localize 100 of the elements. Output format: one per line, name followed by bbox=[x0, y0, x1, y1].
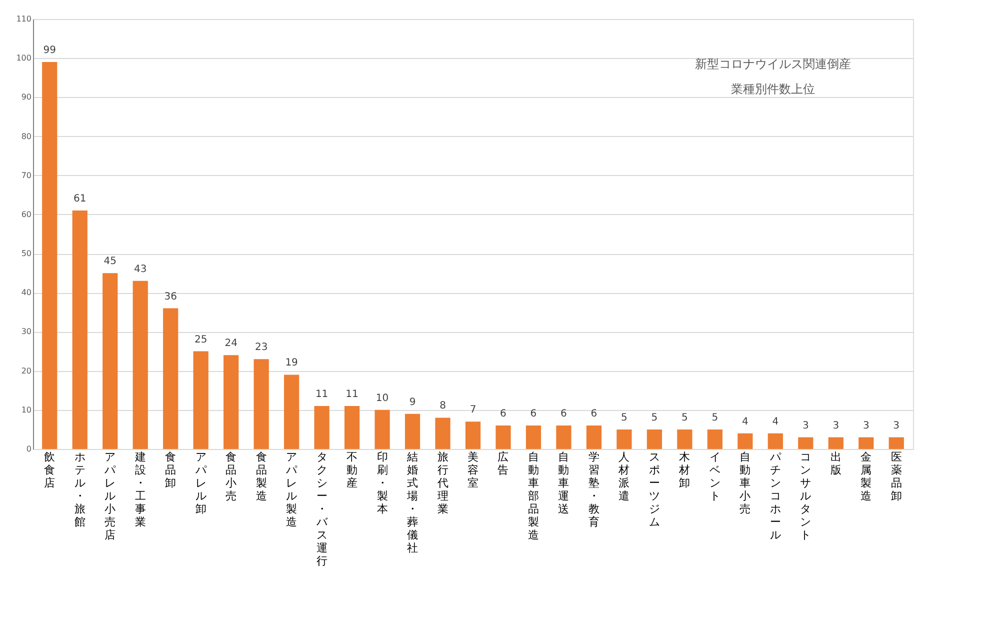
x-tick-label: 印刷・製本 bbox=[376, 450, 388, 516]
category-label: タクシー・バス運行 bbox=[316, 450, 328, 568]
data-label: 10 bbox=[376, 392, 389, 404]
bar bbox=[646, 429, 662, 449]
text: 新型コロナウイルス関連倒産 bbox=[695, 57, 851, 71]
data-label: 5 bbox=[712, 412, 718, 424]
y-tick-label: 0 bbox=[26, 444, 32, 454]
text: 業種別件数上位 bbox=[731, 82, 815, 96]
bar bbox=[435, 418, 450, 449]
bar bbox=[616, 429, 632, 449]
bar bbox=[404, 414, 420, 449]
data-label: 24 bbox=[224, 338, 238, 350]
data-label: 8 bbox=[440, 400, 446, 412]
bar bbox=[374, 410, 390, 449]
x-tick-label: 結婚式場・葬儀社 bbox=[406, 450, 418, 554]
data-label: 45 bbox=[104, 256, 116, 268]
bar bbox=[677, 429, 692, 449]
x-tick-label: 広告 bbox=[498, 450, 509, 476]
data-label: 5 bbox=[651, 412, 658, 424]
x-tick-label: スポーツジム bbox=[648, 450, 660, 528]
y-tick-label: 20 bbox=[21, 366, 32, 376]
x-tick-label: パチンコホール bbox=[768, 450, 782, 542]
x-tick-label: コンサルタント bbox=[800, 450, 812, 542]
x-tick-label: 食品卸 bbox=[165, 450, 176, 490]
x-tick-label: 飲食店 bbox=[44, 450, 56, 490]
y-tick-label: 50 bbox=[21, 249, 32, 258]
data-label: 9 bbox=[409, 396, 416, 408]
x-tick-label: 自動車運送 bbox=[558, 450, 570, 516]
bar bbox=[163, 308, 178, 449]
bar bbox=[798, 437, 814, 449]
data-label: 61 bbox=[74, 194, 86, 205]
x-tick-label: ホテル・旅館 bbox=[74, 450, 86, 528]
bar bbox=[465, 422, 481, 449]
x-tick-label: 建設・工事業 bbox=[134, 450, 146, 528]
y-tick-label: 100 bbox=[16, 54, 32, 63]
x-tick-label: 食品製造 bbox=[256, 450, 267, 502]
bar bbox=[132, 280, 148, 449]
x-tick-label: 人材派遣 bbox=[618, 450, 630, 502]
bar bbox=[102, 273, 118, 449]
y-tick-label: 110 bbox=[16, 14, 32, 24]
y-tick-label: 30 bbox=[21, 327, 32, 336]
bar bbox=[768, 433, 783, 449]
x-tick-label: 金属製造 bbox=[860, 450, 872, 502]
bar bbox=[314, 406, 330, 449]
data-label: 6 bbox=[560, 408, 567, 420]
data-label: 4 bbox=[772, 416, 779, 428]
y-tick-label: 10 bbox=[21, 405, 32, 414]
bar bbox=[224, 355, 239, 449]
x-tick-label: 木材卸 bbox=[678, 450, 690, 490]
x-tick-label: 学習塾・教育 bbox=[588, 450, 600, 528]
data-label: 6 bbox=[500, 408, 506, 420]
bar bbox=[284, 374, 300, 449]
x-tick-label: 出版 bbox=[830, 450, 842, 476]
x-tick-label: 自動車部品製造 bbox=[528, 450, 539, 542]
x-tick-label: アパレル製造 bbox=[285, 450, 298, 528]
data-label: 19 bbox=[285, 358, 298, 369]
data-label: 23 bbox=[254, 342, 268, 354]
bar bbox=[42, 62, 58, 449]
data-label: 3 bbox=[832, 420, 840, 432]
bar bbox=[888, 437, 904, 449]
bar bbox=[254, 359, 269, 449]
y-tick-label: 80 bbox=[21, 132, 32, 141]
x-tick-label: 食品小売 bbox=[226, 450, 237, 502]
data-label: 3 bbox=[862, 420, 870, 432]
x-tick-label: 不動産 bbox=[346, 450, 358, 490]
data-label: 6 bbox=[530, 408, 537, 420]
data-label: 5 bbox=[681, 412, 688, 424]
x-tick-label: 医薬品卸 bbox=[890, 450, 902, 502]
x-tick-label: 自動車小売 bbox=[740, 450, 751, 516]
x-tick-label: アパレル卸 bbox=[194, 450, 208, 516]
bar bbox=[738, 433, 753, 449]
y-tick-label: 90 bbox=[21, 92, 32, 102]
data-label: 7 bbox=[470, 404, 476, 416]
x-tick-label: 旅行代理業 bbox=[436, 450, 448, 516]
bar bbox=[496, 426, 511, 449]
x-tick-label: イベント bbox=[709, 450, 720, 502]
bar bbox=[526, 426, 542, 449]
bar bbox=[193, 351, 208, 449]
y-tick-label: 40 bbox=[21, 288, 32, 298]
data-label: 4 bbox=[742, 416, 748, 428]
bar bbox=[72, 210, 88, 449]
bar bbox=[707, 429, 722, 449]
bar bbox=[858, 437, 874, 449]
data-label: 5 bbox=[621, 412, 628, 424]
data-label: 99 bbox=[43, 45, 56, 56]
data-label: 11 bbox=[315, 389, 328, 400]
y-tick-label: 60 bbox=[21, 210, 32, 219]
bar bbox=[344, 406, 360, 449]
x-tick-label: アパレル小売店 bbox=[104, 450, 117, 542]
data-label: 25 bbox=[194, 334, 208, 346]
data-label: 3 bbox=[802, 420, 809, 432]
y-tick-label: 70 bbox=[21, 170, 32, 180]
data-label: 43 bbox=[134, 264, 147, 275]
data-label: 11 bbox=[346, 389, 358, 400]
bar bbox=[828, 437, 844, 449]
data-label: 6 bbox=[590, 408, 598, 420]
bar bbox=[586, 426, 602, 449]
data-label: 3 bbox=[893, 420, 900, 432]
data-label: 36 bbox=[164, 291, 177, 302]
x-tick-label: 美容室 bbox=[468, 450, 478, 490]
